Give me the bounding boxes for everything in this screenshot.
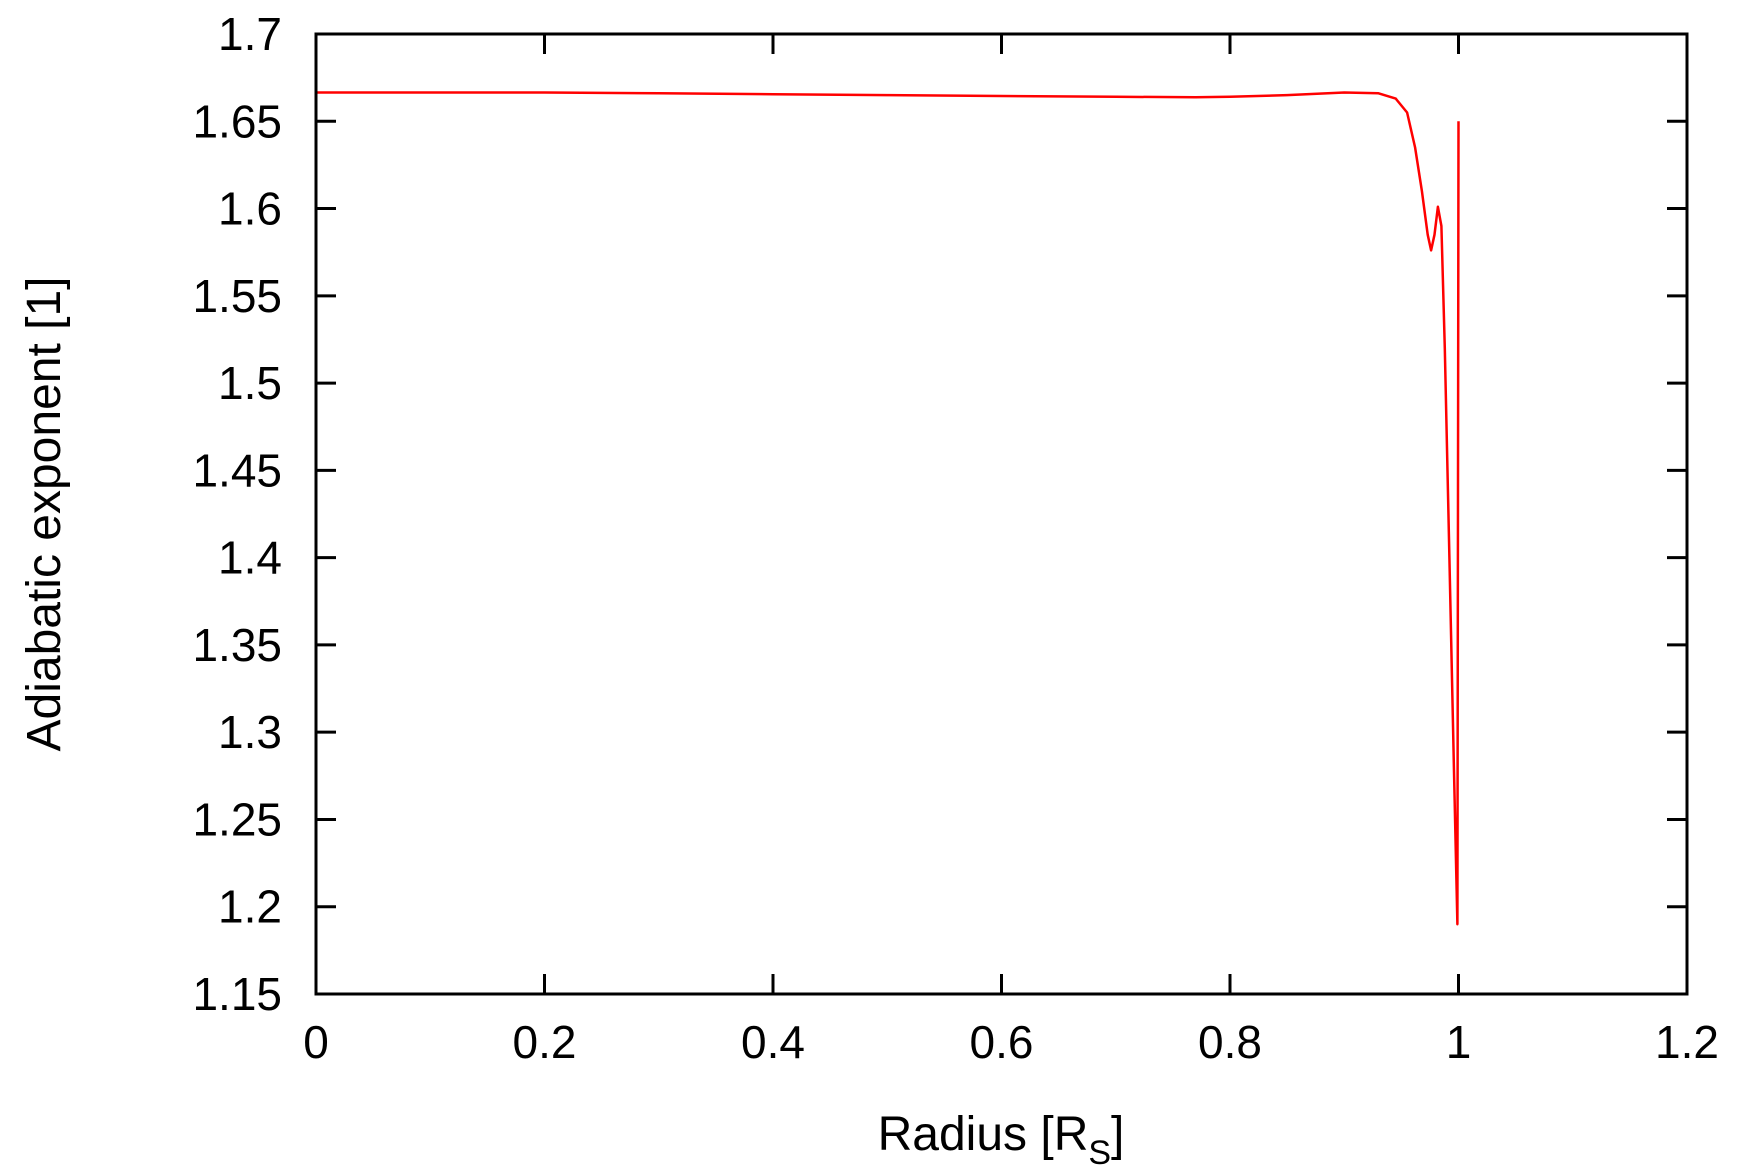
x-tick-label-0: 0	[303, 1016, 329, 1068]
y-tick-label-8: 1.55	[192, 270, 282, 322]
y-tick-label-4: 1.35	[192, 619, 282, 671]
plot-frame	[314, 32, 1689, 996]
x-tick-label-3: 0.6	[970, 1016, 1034, 1068]
y-tick-label-7: 1.5	[218, 357, 282, 409]
x-axis-label-end: ]	[1111, 1108, 1124, 1161]
y-tick-label-10: 1.65	[192, 95, 282, 147]
ticks	[314, 32, 1689, 996]
y-tick-label-3: 1.3	[218, 706, 282, 758]
x-tick-label-1: 0.2	[513, 1016, 577, 1068]
x-axis-label-main: Radius [R	[878, 1108, 1089, 1161]
x-tick-label-2: 0.4	[741, 1016, 805, 1068]
y-tick-label-2: 1.25	[192, 793, 282, 845]
y-axis-label: Adiabatic exponent [1]	[18, 276, 71, 751]
tick-labels: 0 0.2 0.4 0.6 0.8 1 1.2 1.15 1.2 1.25 1.3 1.35 1.4 1.…	[192, 8, 1719, 1068]
y-tick-label-11: 1.7	[218, 8, 282, 60]
y-tick-label-1: 1.2	[218, 881, 282, 933]
x-axis-label-subscript: S	[1088, 1134, 1111, 1170]
series-line-0	[316, 91, 1460, 926]
y-tick-label-0: 1.15	[192, 968, 282, 1020]
x-tick-label-5: 1	[1446, 1016, 1472, 1068]
x-axis-label: Radius [RS]	[878, 1108, 1125, 1170]
x-tick-label-6: 1.2	[1655, 1016, 1719, 1068]
x-tick-label-4: 0.8	[1198, 1016, 1262, 1068]
y-tick-label-5: 1.4	[218, 532, 282, 584]
y-tick-label-9: 1.6	[218, 183, 282, 235]
y-tick-label-6: 1.45	[192, 444, 282, 496]
